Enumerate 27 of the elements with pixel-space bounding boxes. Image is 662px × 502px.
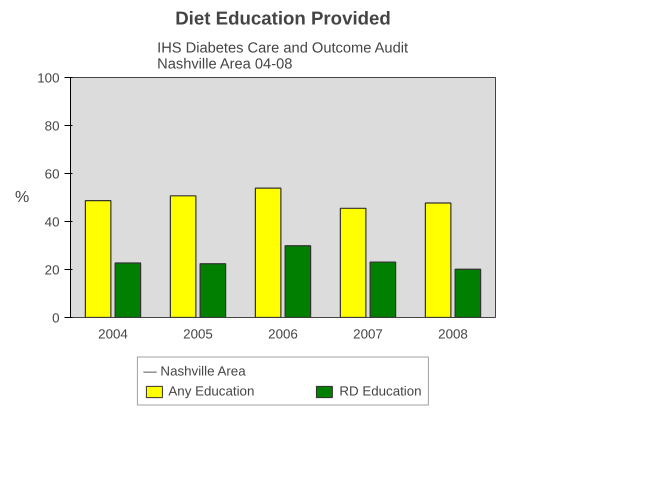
bar <box>340 208 366 318</box>
bar <box>254 188 282 318</box>
bar <box>370 261 396 318</box>
chart-title: Diet Education Provided <box>175 8 391 28</box>
bar <box>454 268 482 318</box>
y-tick-label: 100 <box>37 70 60 86</box>
legend-label: Any Education <box>168 384 254 398</box>
chart-subtitle: IHS Diabetes Care and Outcome Audit Nashville Area 04-08 <box>157 40 408 72</box>
bar <box>424 202 452 318</box>
bar <box>114 262 142 318</box>
y-tick-label: 20 <box>44 262 60 278</box>
y-tick-label: 0 <box>52 310 60 326</box>
bar <box>284 245 312 318</box>
x-tick-label: 2005 <box>183 326 213 342</box>
x-tick-label: 2006 <box>268 326 298 342</box>
bar <box>84 200 112 318</box>
legend-label: RD Education <box>339 384 422 398</box>
y-tick-label: 80 <box>44 118 60 134</box>
y-axis-title: % <box>15 189 30 206</box>
x-tick-label: 2004 <box>98 326 128 342</box>
bar <box>200 263 226 318</box>
legend-title: — Nashville Area <box>143 364 247 378</box>
y-tick-label: 40 <box>44 214 60 230</box>
y-tick-label: 60 <box>44 166 60 182</box>
bar <box>170 195 196 318</box>
x-tick-label: 2008 <box>438 326 468 342</box>
x-tick-label: 2007 <box>353 326 383 342</box>
